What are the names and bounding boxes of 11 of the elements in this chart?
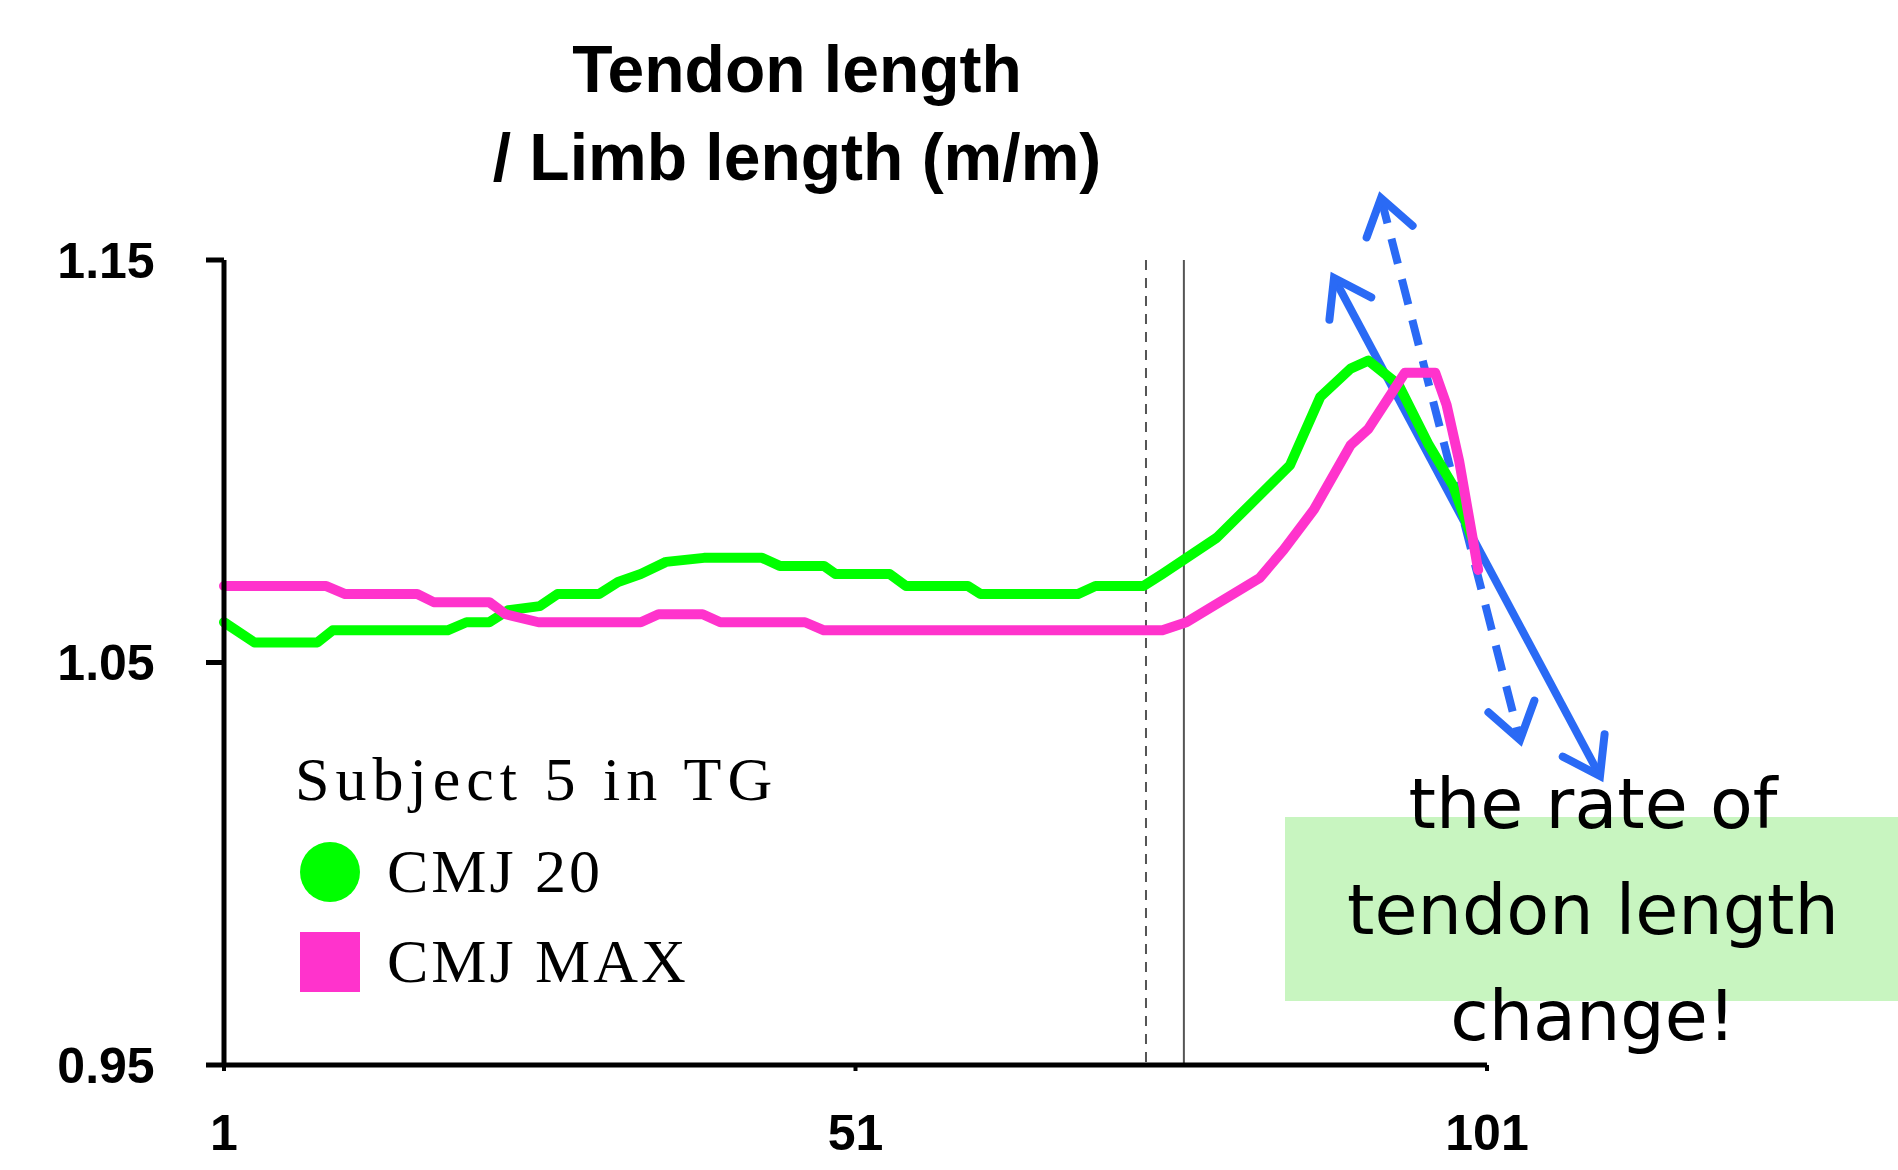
chart-title: Tendon length / Limb length (m/m) — [492, 32, 1102, 194]
x-tick-label: 51 — [827, 1105, 884, 1161]
x-tick-label: 101 — [1445, 1105, 1529, 1161]
y-tick-label: 1.15 — [57, 232, 155, 289]
legend-label: CMJ MAX — [387, 927, 689, 995]
y-tick-label: 1.05 — [57, 635, 155, 691]
legend-title: Subject 5 in TG — [295, 745, 779, 813]
x-tick-label: 1 — [210, 1105, 238, 1161]
annotation: the rate of tendon length change! — [1347, 763, 1839, 1057]
y-tick-label: 0.95 — [57, 1037, 155, 1094]
legend-label: CMJ 20 — [387, 837, 604, 905]
